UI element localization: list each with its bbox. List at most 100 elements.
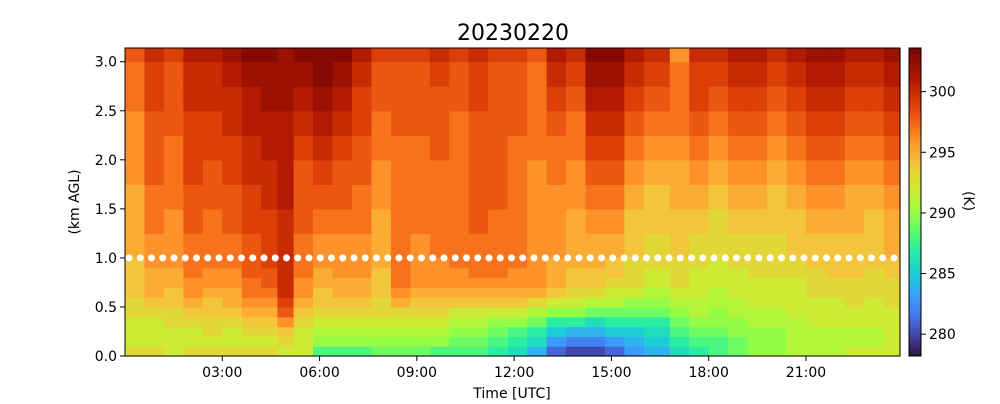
heatmap-cell — [864, 287, 885, 298]
heatmap-cell — [222, 326, 243, 337]
heatmap-cell — [669, 208, 690, 234]
heatmap-cell — [390, 159, 411, 185]
x-tick-label: 18:00 — [689, 365, 729, 381]
colorbar-label: (K) — [960, 191, 976, 211]
heatmap-cell — [371, 297, 392, 308]
heatmap-cell — [429, 48, 450, 63]
heatmap-cell — [449, 208, 470, 234]
heatmap-cell — [332, 61, 353, 87]
heatmap-cell — [825, 184, 846, 210]
heatmap-cell — [883, 48, 901, 63]
heatmap-cell — [883, 277, 901, 288]
y-tick-label: 1.0 — [95, 251, 117, 267]
heatmap-cell — [261, 297, 278, 308]
colorbar-segment — [909, 298, 921, 301]
heatmap-cell — [624, 208, 645, 234]
heatmap-cell — [883, 297, 901, 308]
colorbar-segment — [909, 52, 921, 55]
heatmap-cell — [468, 287, 489, 298]
heatmap-cell — [261, 110, 278, 136]
heatmap-cell — [183, 135, 204, 161]
heatmap-cell — [125, 326, 146, 337]
heatmap-cell — [313, 306, 334, 318]
heatmap-cell — [689, 110, 710, 136]
heatmap-cell — [527, 135, 548, 161]
heatmap-cell — [669, 326, 690, 337]
heatmap-cell — [183, 336, 204, 347]
colorbar-segment — [909, 168, 921, 171]
colorbar-segment — [909, 188, 921, 191]
heatmap-cell — [527, 346, 548, 357]
colorbar-segment — [909, 128, 921, 131]
colorbar-segment — [909, 226, 921, 229]
heatmap-cell — [125, 135, 146, 161]
heatmap-cell — [183, 287, 204, 298]
colorbar-segment — [909, 352, 921, 355]
heatmap-cell — [728, 326, 749, 337]
heatmap-cell — [390, 336, 411, 347]
heatmap-cell — [468, 336, 489, 347]
heatmap-cell — [546, 316, 567, 328]
heatmap-cell — [277, 326, 295, 337]
y-tick-label: 0.0 — [95, 349, 117, 365]
heatmap-cell — [261, 346, 278, 357]
heatmap-cell — [277, 48, 295, 63]
heatmap-cell — [747, 336, 768, 347]
heatmap-cell — [277, 336, 295, 347]
heatmap-cell — [708, 267, 729, 279]
colorbar-tick-label: 290 — [929, 206, 956, 222]
colorbar-segment — [909, 178, 921, 181]
heatmap-cell — [527, 316, 548, 328]
colorbar-segment — [909, 266, 921, 269]
heatmap-cell — [332, 306, 353, 318]
heatmap-cell — [332, 184, 353, 210]
colorbar-segment — [909, 162, 921, 165]
heatmap-cell — [371, 267, 392, 279]
heatmap-cell — [351, 336, 373, 347]
colorbar-segment — [909, 294, 921, 297]
colorbar: 280 285 290 295 300 — [908, 47, 956, 357]
heatmap-cell — [786, 316, 807, 328]
heatmap-cell — [566, 316, 587, 328]
heatmap-cell — [767, 267, 788, 279]
heatmap-cell — [708, 346, 729, 357]
colorbar-segment — [909, 144, 921, 147]
heatmap-cell — [183, 297, 204, 308]
heatmap-cell — [241, 346, 262, 357]
heatmap-cell — [371, 159, 392, 185]
colorbar-segment — [909, 224, 921, 227]
heatmap-cell — [390, 208, 411, 234]
heatmap-cell — [786, 287, 807, 298]
heatmap-cell — [708, 135, 729, 161]
colorbar-segment — [909, 190, 921, 193]
heatmap-cell — [313, 110, 334, 136]
colorbar-segment — [909, 304, 921, 307]
heatmap-cell — [449, 233, 470, 259]
heatmap-cell — [125, 277, 146, 288]
colorbar-segment — [909, 200, 921, 203]
heatmap-cell — [202, 297, 223, 308]
heatmap-cell — [604, 48, 625, 63]
heatmap-cell — [624, 287, 645, 298]
heatmap-cell — [883, 306, 901, 318]
heatmap-cell — [468, 159, 489, 185]
heatmap-cell — [507, 110, 528, 136]
heatmap-cell — [883, 110, 901, 136]
heatmap-cell — [313, 184, 334, 210]
heatmap-cell — [747, 257, 768, 269]
heatmap-cell — [864, 233, 885, 259]
heatmap-cell — [163, 326, 184, 337]
heatmap-cell — [566, 110, 587, 136]
heatmap-cell — [767, 326, 788, 337]
heatmap-cell — [669, 297, 690, 308]
colorbar-segment — [909, 314, 921, 317]
colorbar-segment — [909, 94, 921, 97]
heatmap-cell — [747, 346, 768, 357]
heatmap-cell — [767, 277, 788, 288]
heatmap-cell — [429, 257, 450, 269]
heatmap-cell — [313, 135, 334, 161]
heatmap-cell — [261, 159, 278, 185]
heatmap-cell — [669, 233, 690, 259]
heatmap-cell — [261, 86, 278, 112]
heatmap-cell — [371, 184, 392, 210]
